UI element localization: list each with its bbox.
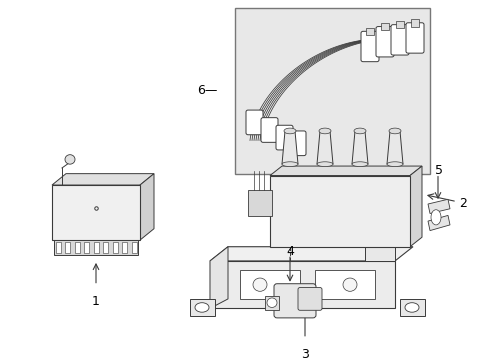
Polygon shape [386, 131, 402, 164]
Polygon shape [351, 131, 367, 164]
Circle shape [252, 278, 266, 291]
Polygon shape [409, 166, 421, 247]
Polygon shape [427, 215, 449, 231]
FancyBboxPatch shape [405, 23, 423, 53]
Bar [269, 176, 409, 247]
Text: 1: 1 [92, 295, 100, 308]
Circle shape [342, 278, 356, 291]
Polygon shape [140, 174, 154, 240]
Bar [314, 270, 374, 299]
Text: 6—: 6— [196, 84, 217, 97]
Bar [103, 242, 108, 253]
Bar [52, 185, 140, 240]
Polygon shape [209, 247, 227, 309]
Ellipse shape [404, 303, 418, 312]
Text: 3: 3 [301, 348, 308, 360]
FancyBboxPatch shape [273, 284, 315, 318]
Ellipse shape [430, 210, 440, 225]
Polygon shape [52, 174, 154, 185]
FancyBboxPatch shape [375, 27, 393, 57]
Ellipse shape [351, 162, 367, 167]
Polygon shape [364, 247, 394, 261]
Ellipse shape [353, 128, 365, 134]
Polygon shape [427, 199, 449, 213]
FancyBboxPatch shape [288, 131, 305, 156]
Bar [410, 19, 418, 27]
Ellipse shape [195, 303, 208, 312]
Polygon shape [282, 131, 297, 164]
Ellipse shape [316, 162, 332, 167]
Circle shape [266, 298, 276, 307]
Polygon shape [316, 131, 332, 164]
Ellipse shape [284, 128, 295, 134]
Polygon shape [209, 261, 394, 309]
Text: 5: 5 [434, 164, 442, 177]
Text: 4: 4 [285, 245, 293, 258]
Polygon shape [190, 299, 215, 316]
FancyBboxPatch shape [297, 288, 321, 310]
Bar [112, 242, 117, 253]
Bar [65, 242, 70, 253]
Bar [264, 296, 279, 310]
Ellipse shape [388, 128, 400, 134]
Bar [365, 27, 373, 35]
Bar [131, 242, 136, 253]
FancyBboxPatch shape [275, 125, 292, 150]
Bar [55, 242, 61, 253]
Bar [235, 8, 429, 174]
FancyBboxPatch shape [261, 118, 278, 142]
Bar [74, 242, 80, 253]
Ellipse shape [282, 162, 297, 167]
FancyBboxPatch shape [360, 31, 378, 62]
Bar [122, 242, 127, 253]
Bar [54, 240, 138, 255]
Ellipse shape [386, 162, 402, 167]
Bar [93, 242, 98, 253]
Ellipse shape [318, 128, 330, 134]
Bar [247, 190, 271, 216]
Text: 2: 2 [458, 197, 466, 210]
Polygon shape [269, 166, 421, 176]
Bar [395, 21, 403, 28]
FancyBboxPatch shape [245, 110, 263, 135]
Circle shape [65, 155, 75, 164]
FancyBboxPatch shape [390, 25, 408, 55]
Polygon shape [209, 247, 412, 261]
Polygon shape [399, 299, 424, 316]
Bar [84, 242, 89, 253]
Bar [380, 23, 388, 30]
Bar [240, 270, 299, 299]
